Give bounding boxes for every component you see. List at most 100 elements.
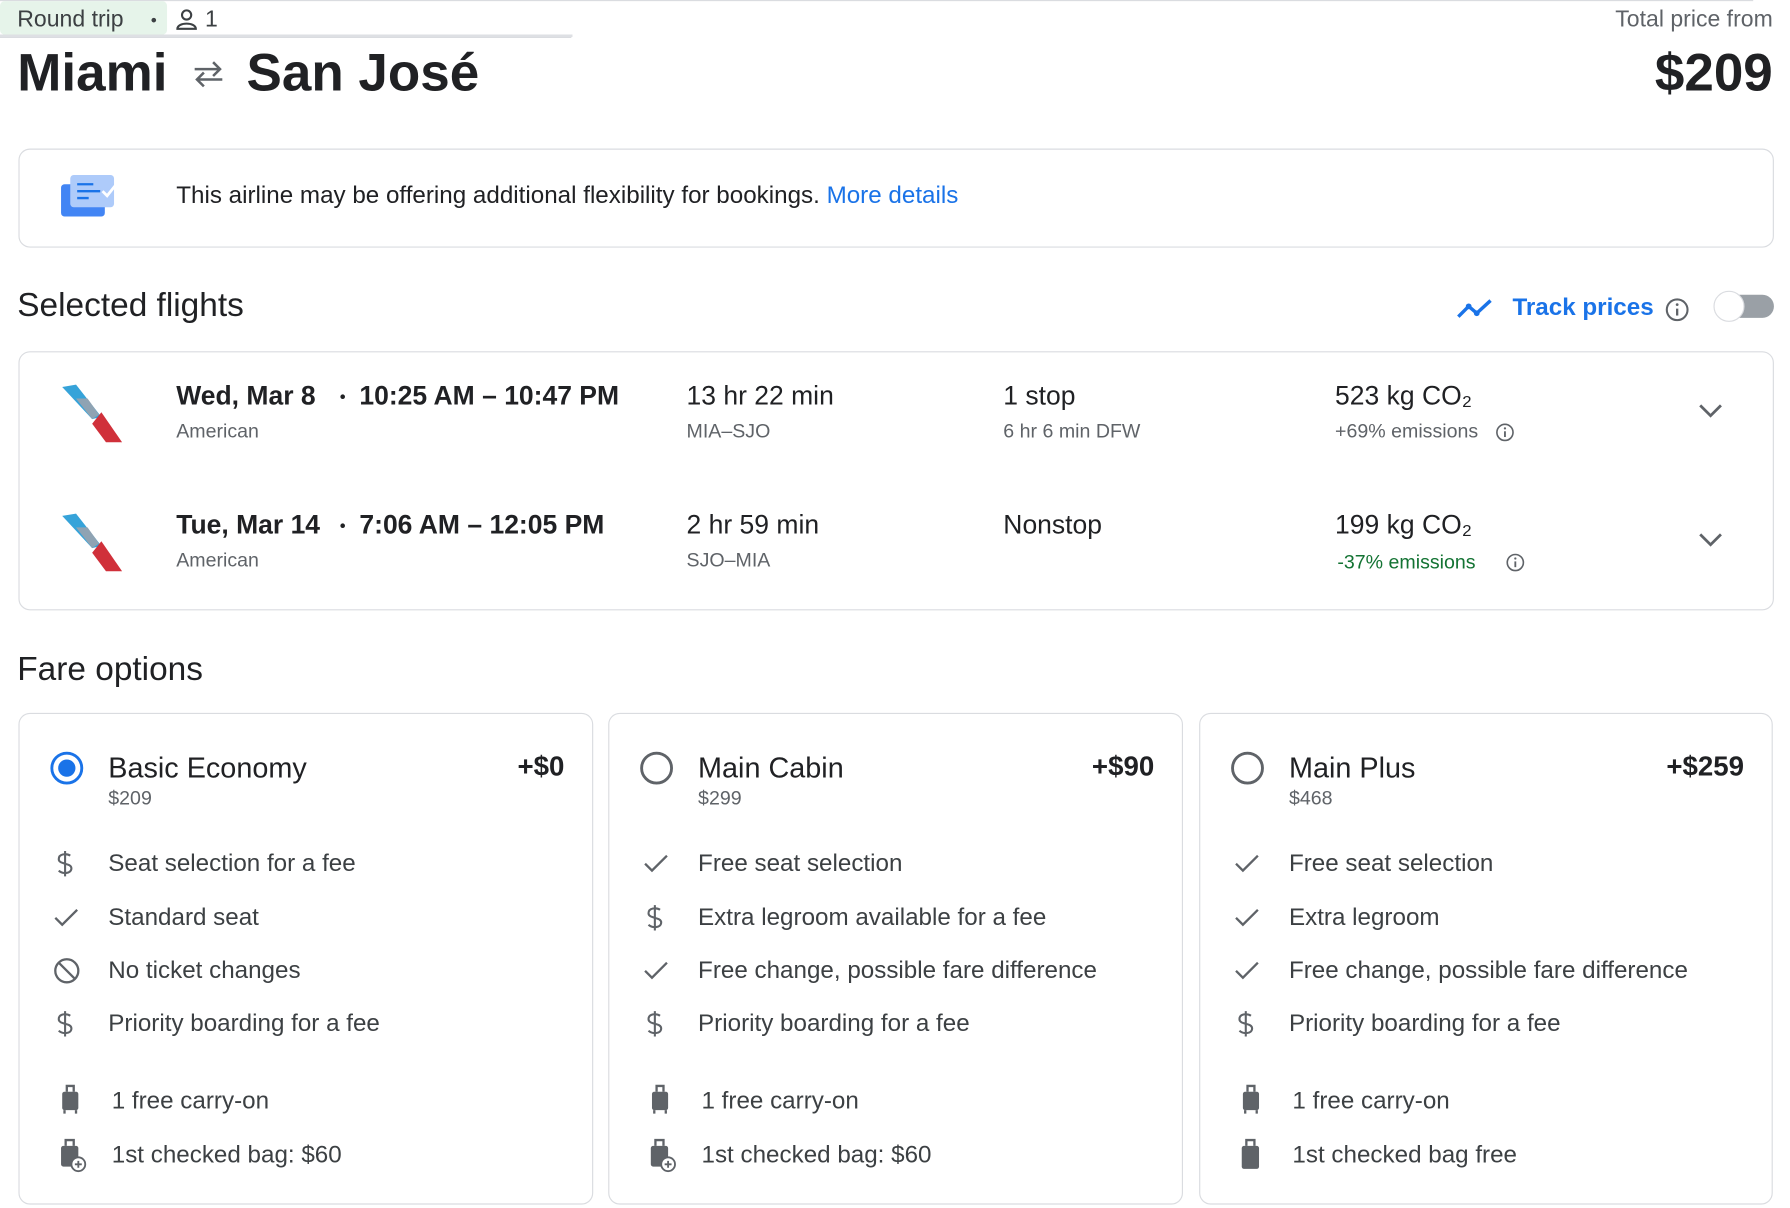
separator-dot xyxy=(340,394,346,400)
fare-name: Main Cabin xyxy=(698,751,844,785)
origin: Miami xyxy=(17,41,168,102)
card-divider xyxy=(0,34,573,36)
fare-difference: +$0 xyxy=(517,751,565,783)
flight-date: Wed, Mar 8 xyxy=(176,380,316,411)
fare-difference: +$90 xyxy=(1091,751,1155,783)
feature: Standard seat xyxy=(108,904,259,931)
separator-dot xyxy=(151,17,157,23)
swap-arrows xyxy=(190,60,227,88)
baggage-icon xyxy=(1238,1138,1268,1171)
feature-icon xyxy=(1234,850,1262,878)
flight-times: 7:06 AM – 12:05 PM xyxy=(359,509,605,540)
feature-icon xyxy=(1234,957,1262,985)
separator-dot xyxy=(340,523,346,529)
section-title: Selected flights xyxy=(17,287,244,325)
radio-button[interactable] xyxy=(1230,751,1265,786)
feature-icon xyxy=(1234,904,1262,932)
feature-icon xyxy=(53,904,81,932)
passengers: 1 xyxy=(205,6,218,33)
feature: Priority boarding for a fee xyxy=(698,1010,970,1037)
fare-name: Basic Economy xyxy=(108,751,307,785)
info-icon[interactable] xyxy=(1664,297,1689,322)
emissions-change: -37% emissions xyxy=(1337,551,1476,574)
layover: 6 hr 6 min DFW xyxy=(1003,420,1141,442)
baggage-icon xyxy=(647,1138,677,1173)
baggage-icon xyxy=(58,1138,88,1173)
flight-date: Tue, Mar 14 xyxy=(176,509,321,540)
trip-type: Round trip xyxy=(17,6,124,33)
route: MIA–SJO xyxy=(686,420,771,442)
feature-icon xyxy=(53,1010,81,1038)
price-label: Total price from xyxy=(1615,6,1773,33)
baggage: 1 free carry-on xyxy=(1292,1087,1450,1115)
feature: Priority boarding for a fee xyxy=(1288,1010,1561,1037)
feature: Seat selection for a fee xyxy=(108,850,356,877)
feature: Free seat selection xyxy=(1288,850,1494,877)
feature-icon xyxy=(643,1010,671,1038)
baggage: 1 free carry-on xyxy=(701,1087,859,1115)
destination: San José xyxy=(246,41,480,102)
feature-icon xyxy=(643,957,671,985)
more-details-link[interactable]: More details xyxy=(826,182,959,209)
flight-times: 10:25 AM – 10:47 PM xyxy=(359,380,620,411)
card-divider xyxy=(0,35,573,37)
emissions-badge xyxy=(0,1,168,35)
baggage-icon xyxy=(58,1084,88,1117)
card-divider xyxy=(0,36,572,39)
fare-card[interactable] xyxy=(18,712,594,1205)
feature: Free change, possible fare difference xyxy=(698,957,1097,984)
total-price: $209 xyxy=(1654,41,1773,102)
duration: 13 hr 22 min xyxy=(686,380,834,411)
baggage: 1st checked bag: $60 xyxy=(111,1141,342,1169)
stops: 1 stop xyxy=(1003,380,1076,411)
duration: 2 hr 59 min xyxy=(686,509,820,540)
baggage: 1st checked bag: $60 xyxy=(701,1141,932,1169)
emissions-change: +69% emissions xyxy=(1335,420,1479,442)
track-prices[interactable]: Track prices xyxy=(1512,294,1654,321)
fare-difference: +$259 xyxy=(1666,751,1744,783)
notice-text: This airline may be offering additional … xyxy=(176,182,827,209)
feature: Free change, possible fare difference xyxy=(1288,957,1688,984)
airline: American xyxy=(176,549,259,571)
info-icon[interactable] xyxy=(1495,423,1515,443)
expand-chevron[interactable] xyxy=(1698,403,1723,419)
route: SJO–MIA xyxy=(686,549,771,571)
notice-icon xyxy=(61,175,123,221)
emissions: 199 kg CO₂ xyxy=(1335,509,1472,540)
fare-price: $209 xyxy=(108,787,152,810)
baggage-icon xyxy=(647,1084,677,1117)
fare-price: $299 xyxy=(698,787,742,810)
fare-card[interactable] xyxy=(608,712,1184,1205)
track-icon[interactable] xyxy=(1456,297,1495,320)
fare-price: $468 xyxy=(1288,787,1333,810)
feature: Extra legroom available for a fee xyxy=(698,904,1047,931)
fare-name: Main Plus xyxy=(1288,751,1416,785)
feature: Priority boarding for a fee xyxy=(108,1010,380,1037)
info-icon[interactable] xyxy=(1506,553,1526,573)
track-toggle[interactable] xyxy=(1709,288,1776,327)
stops: Nonstop xyxy=(1003,509,1102,540)
feature-icon xyxy=(53,850,81,878)
baggage: 1 free carry-on xyxy=(111,1087,270,1115)
flights-divider xyxy=(0,0,1754,2)
passenger-icon xyxy=(175,8,198,31)
feature: No ticket changes xyxy=(108,957,301,984)
airline-logo xyxy=(60,511,125,573)
section-title: Fare options xyxy=(17,651,203,689)
feature: Extra legroom xyxy=(1288,904,1440,931)
radio-button[interactable] xyxy=(639,751,674,786)
notice-box xyxy=(18,148,1774,248)
feature-icon xyxy=(643,904,671,932)
emissions: 523 kg CO₂ xyxy=(1335,380,1472,411)
airline: American xyxy=(176,420,259,442)
fare-card[interactable] xyxy=(1199,712,1773,1205)
baggage-icon xyxy=(1238,1084,1268,1117)
notice-line: This airline may be offering additional … xyxy=(176,181,958,210)
expand-chevron[interactable] xyxy=(1698,532,1723,548)
flights-box xyxy=(18,351,1774,611)
feature-icon xyxy=(1234,1010,1262,1038)
radio-button[interactable] xyxy=(50,751,85,786)
feature: Free seat selection xyxy=(698,850,903,877)
